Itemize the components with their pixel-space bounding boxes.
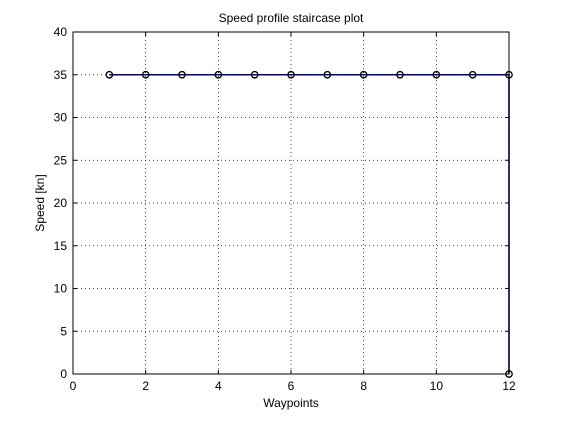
tick-labels: 0 2 4 6 8 10 12 0 5 10 15 20 25 30 35 40 bbox=[54, 25, 516, 393]
data-point-marker bbox=[432, 70, 441, 79]
x-tick-label: 2 bbox=[142, 379, 149, 393]
x-tick-label: 0 bbox=[70, 379, 77, 393]
data-point-marker bbox=[178, 70, 186, 79]
y-tick-label: 25 bbox=[54, 153, 68, 167]
chart-title: Speed profile staircase plot bbox=[219, 11, 364, 25]
y-tick-label: 40 bbox=[54, 25, 68, 39]
data-point-marker bbox=[359, 70, 368, 79]
data-point-marker bbox=[141, 70, 150, 79]
y-tick-label: 15 bbox=[54, 239, 68, 253]
data-point-marker bbox=[468, 70, 477, 79]
data-point-marker bbox=[396, 70, 404, 79]
x-tick-label: 10 bbox=[430, 379, 444, 393]
y-tick-label: 10 bbox=[54, 282, 68, 296]
y-axis-label: Speed [kn] bbox=[33, 174, 47, 231]
x-tick-label: 12 bbox=[502, 379, 516, 393]
x-axis-label: Waypoints bbox=[263, 396, 319, 410]
y-tick-label: 30 bbox=[54, 111, 68, 125]
x-tick-label: 6 bbox=[288, 379, 295, 393]
x-tick-label: 8 bbox=[360, 379, 367, 393]
x-tick-label: 4 bbox=[215, 379, 222, 393]
axes-background bbox=[73, 32, 509, 374]
data-point-marker bbox=[214, 70, 223, 79]
y-tick-label: 0 bbox=[60, 367, 67, 381]
data-point-marker bbox=[250, 70, 259, 79]
y-tick-label: 5 bbox=[60, 324, 67, 338]
y-tick-label: 20 bbox=[54, 196, 68, 210]
data-point-marker bbox=[287, 70, 295, 79]
data-point-marker bbox=[105, 70, 114, 79]
data-point-marker bbox=[323, 70, 332, 79]
ticks bbox=[72, 31, 510, 375]
y-tick-label: 35 bbox=[54, 68, 68, 82]
